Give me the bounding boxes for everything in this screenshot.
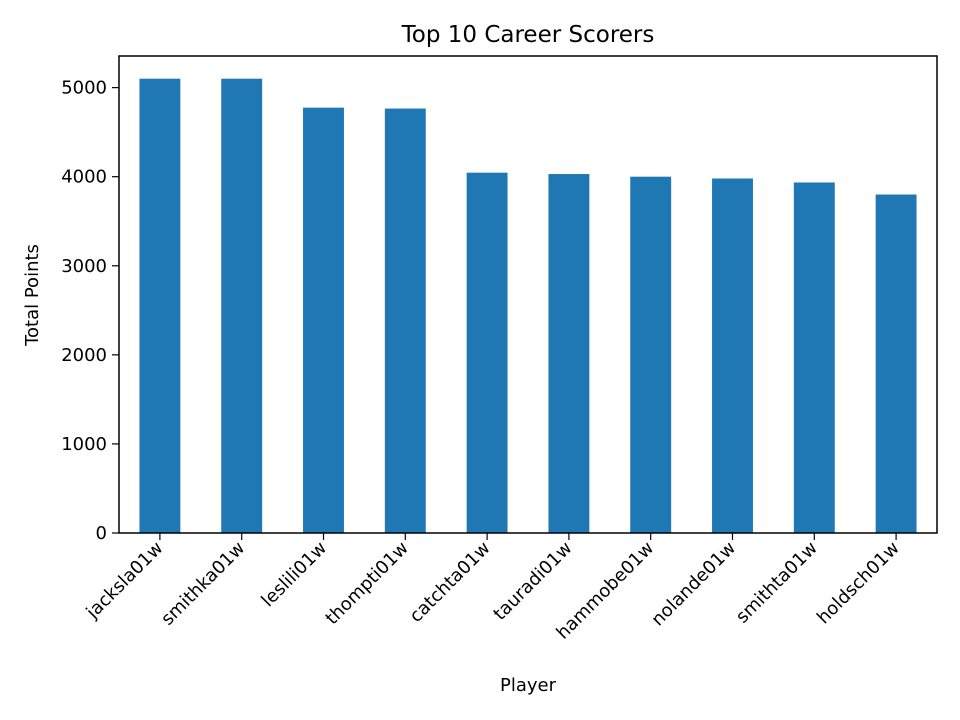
x-tick-label: smithta01w [732,538,822,628]
y-axis: 0 1000 2000 3000 4000 5000 [61,78,119,544]
x-tick-label: catchta01w [406,538,495,627]
x-axis-label: Player [500,675,557,696]
x-tick-label: thompti01w [322,538,413,629]
x-tick-label: leslili01w [257,538,331,612]
x-tick-label: nolande01w [647,538,740,631]
bar-smithka01w [221,78,263,533]
y-tick-label: 1000 [61,434,107,455]
y-tick-label: 2000 [61,345,107,366]
x-tick-label: smithka01w [157,538,249,630]
y-tick-label: 5000 [61,78,107,99]
bars-group [139,78,917,533]
bar-leslili01w [303,107,344,533]
y-tick-label: 3000 [61,256,107,277]
bar-nolande01w [712,178,753,533]
x-tick-label: tauradi01w [489,538,576,625]
bar-smithta01w [793,182,835,533]
bar-hammobe01w [630,176,672,533]
x-tick-label: jacksla01w [82,538,168,624]
y-tick-label: 0 [96,523,107,544]
y-tick-label: 4000 [61,167,107,188]
bar-holdsch01w [875,194,917,533]
bar-thompti01w [384,108,426,533]
plot-frame [118,55,938,534]
x-tick-label: holdsch01w [813,538,904,629]
bar-catchta01w [466,172,508,533]
bar-tauradi01w [548,174,590,533]
chart-title: Top 10 Career Scorers [401,22,655,48]
bar-jacksla01w [139,78,181,533]
y-axis-label: Total Points [22,244,43,347]
